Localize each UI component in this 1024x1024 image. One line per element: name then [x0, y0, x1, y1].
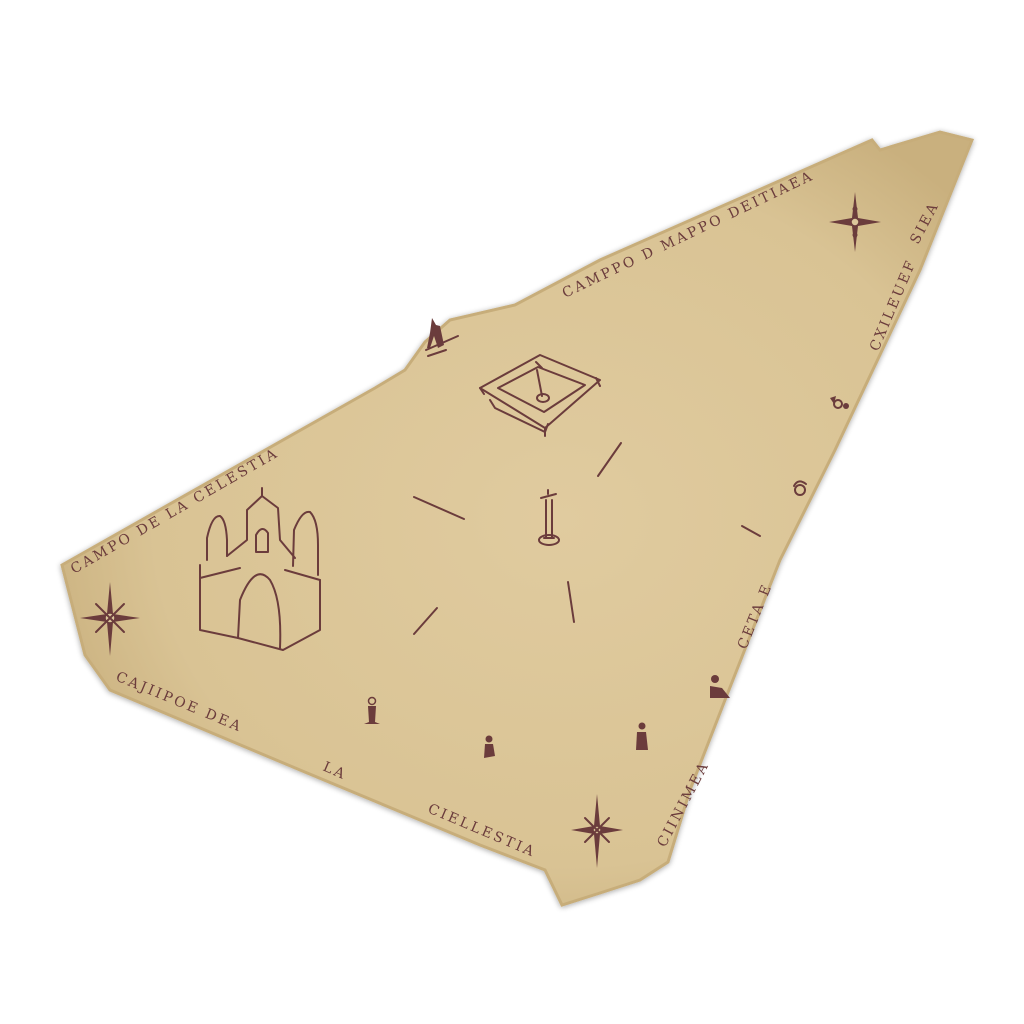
- compass-rose-icon: [80, 582, 140, 656]
- statue-icon: [364, 696, 380, 724]
- sight-lines: [413, 442, 761, 635]
- kneeling-figure-icon: [484, 735, 495, 758]
- robed-figure-icon: [636, 722, 648, 750]
- church-icon: [199, 487, 321, 651]
- column-icon: [538, 489, 560, 546]
- ornament-icon: [830, 396, 849, 409]
- compass-rose-icon: [829, 192, 881, 252]
- figure-icon: [425, 318, 459, 357]
- ornament-icon: [793, 480, 807, 496]
- parchment-sheet: [60, 130, 975, 907]
- seated-figure-icon: [710, 675, 730, 698]
- well-icon: [479, 354, 601, 437]
- compass-rose-icon: [571, 794, 623, 868]
